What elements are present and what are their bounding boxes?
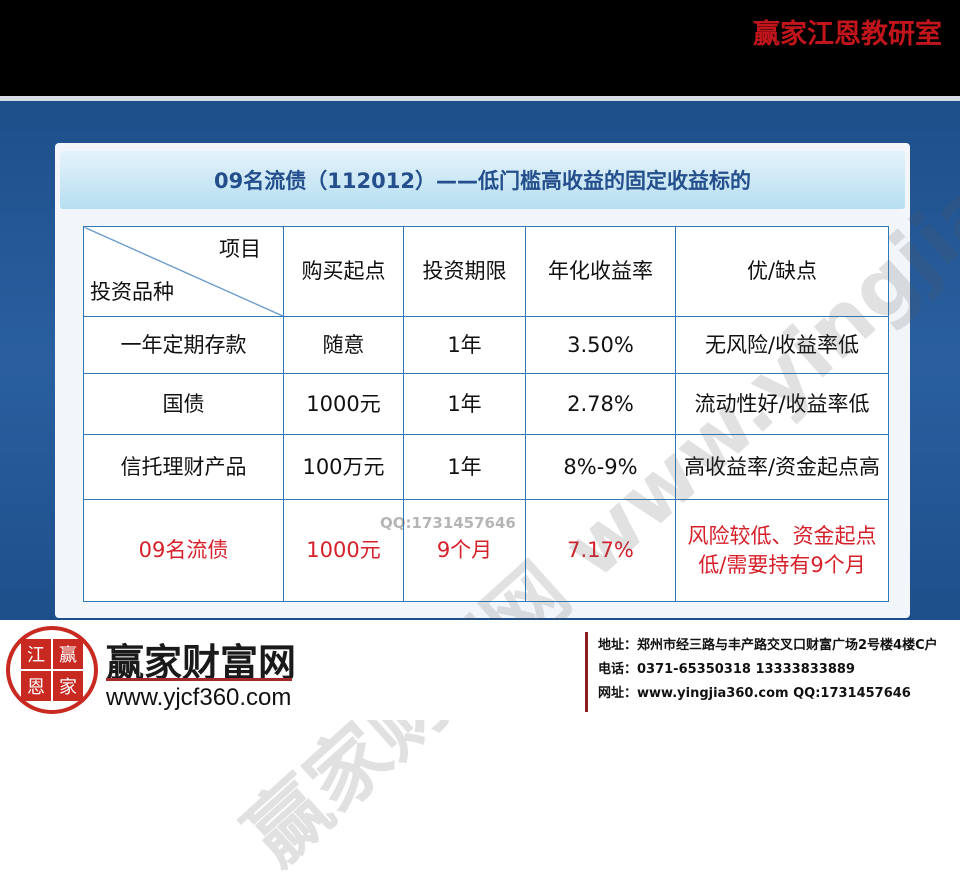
column-header: 优/缺点	[675, 226, 889, 317]
seal-char: 江	[21, 639, 51, 669]
cell: 8%-9%	[525, 434, 676, 500]
content-panel: 09名流债（112012）——低门槛高收益的固定收益标的 项目 投资品种 购买起…	[55, 143, 910, 618]
column-header: 购买起点	[283, 226, 404, 317]
cell: 随意	[283, 316, 404, 374]
top-bar: 赢家江恩教研室	[0, 0, 960, 96]
seal-char: 家	[53, 671, 83, 701]
corner-top-label: 项目	[219, 237, 261, 261]
table-row: 一年定期存款 随意 1年 3.50% 无风险/收益率低	[83, 316, 889, 374]
cell: 09名流债	[83, 499, 284, 602]
address: 地址：郑州市经三路与丰产路交叉口财富广场2号楼4楼C户	[598, 638, 938, 653]
cell: 1年	[403, 434, 526, 500]
cell: 7.17%	[525, 499, 676, 602]
brand-title: 赢家江恩教研室	[753, 19, 942, 50]
cell: 一年定期存款	[83, 316, 284, 374]
cell: 9个月	[403, 499, 526, 602]
logo-name: 赢家财富网	[106, 641, 297, 685]
column-header: 年化收益率	[525, 226, 676, 317]
corner-header-cell: 项目 投资品种	[83, 226, 284, 317]
cell: 1年	[403, 316, 526, 374]
seal-char: 赢	[53, 639, 83, 669]
table-row: 国债 1000元 1年 2.78% 流动性好/收益率低	[83, 373, 889, 435]
website[interactable]: 网址：www.yingjia360.com QQ:1731457646	[598, 686, 911, 701]
logo-url[interactable]: www.yjcf360.com	[106, 684, 292, 711]
corner-bottom-label: 投资品种	[90, 279, 174, 304]
cell: 1000元	[283, 499, 404, 602]
cell: 100万元	[283, 434, 404, 500]
footer: 江 赢 恩 家 赢家财富网 www.yjcf360.com 地址：郑州市经三路与…	[0, 620, 960, 720]
slide-area: 09名流债（112012）——低门槛高收益的固定收益标的 项目 投资品种 购买起…	[0, 101, 960, 620]
column-header: 投资期限	[403, 226, 526, 317]
divider	[585, 632, 588, 712]
seal-char: 恩	[21, 671, 51, 701]
phone: 电话：0371-65350318 13333833889	[598, 662, 855, 677]
contact-info: 地址：郑州市经三路与丰产路交叉口财富广场2号楼4楼C户 电话：0371-6535…	[598, 634, 938, 706]
table-header-row: 项目 投资品种 购买起点 投资期限 年化收益率 优/缺点	[83, 226, 889, 317]
seal-logo: 江 赢 恩 家	[6, 626, 98, 714]
table-row-highlight: 09名流债 1000元 9个月 7.17% 风险较低、资金起点低/需要持有9个月	[83, 499, 889, 602]
slide-title: 09名流债（112012）——低门槛高收益的固定收益标的	[60, 151, 905, 209]
cell: 1年	[403, 373, 526, 435]
comparison-table: 项目 投资品种 购买起点 投资期限 年化收益率 优/缺点 一年定期存款 随意 1…	[83, 226, 889, 602]
table-row: 信托理财产品 100万元 1年 8%-9% 高收益率/资金起点高	[83, 434, 889, 500]
cell: 高收益率/资金起点高	[675, 434, 889, 500]
cell: 风险较低、资金起点低/需要持有9个月	[675, 499, 889, 602]
cell: 无风险/收益率低	[675, 316, 889, 374]
cell: 流动性好/收益率低	[675, 373, 889, 435]
logo-underline	[106, 678, 292, 681]
cell: 3.50%	[525, 316, 676, 374]
watermark-qq: QQ:1731457646	[380, 514, 516, 532]
cell: 1000元	[283, 373, 404, 435]
cell: 2.78%	[525, 373, 676, 435]
cell: 信托理财产品	[83, 434, 284, 500]
divider	[0, 96, 960, 101]
cell: 国债	[83, 373, 284, 435]
